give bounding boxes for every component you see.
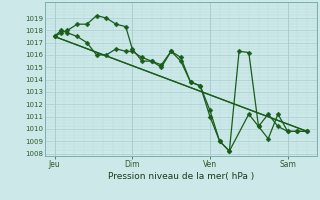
X-axis label: Pression niveau de la mer( hPa ): Pression niveau de la mer( hPa ) — [108, 172, 254, 181]
